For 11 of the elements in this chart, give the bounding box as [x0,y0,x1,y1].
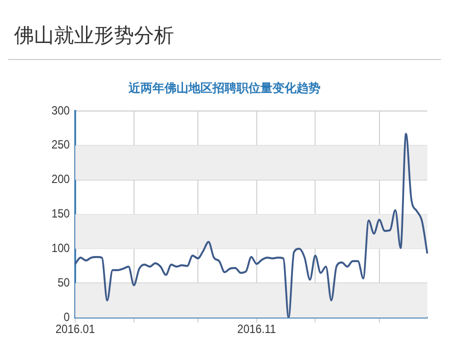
chart-title: 佛山就业形势分析 [8,8,441,60]
y-tick-label: 300 [51,104,70,118]
x-tick-label: 2016.11 [237,324,276,336]
chart-subtitle: 近两年佛山地区招聘职位量变化趋势 [128,80,322,97]
x-tick-label: 2016.01 [55,324,95,336]
y-tick-label: 100 [51,242,70,256]
y-tick-label: 250 [51,139,70,152]
y-tick-label: 200 [51,174,70,186]
y-tick-label: 150 [51,208,70,221]
y-tick-label: 0 [64,312,70,324]
y-tick-label: 50 [58,277,70,290]
